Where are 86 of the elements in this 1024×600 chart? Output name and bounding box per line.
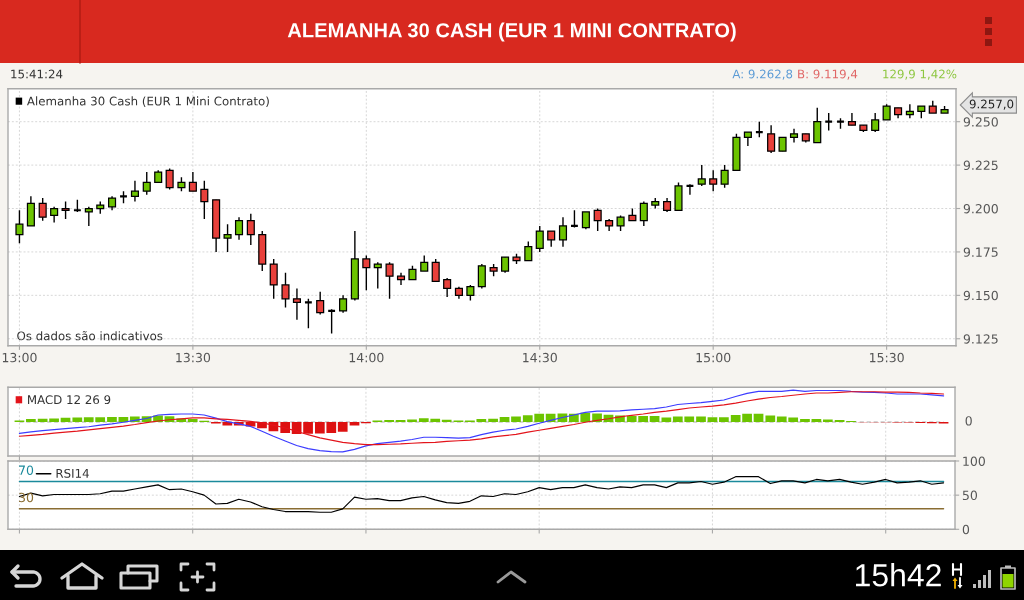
x-tick-label: 14:30 [523,352,557,363]
candlestick [593,207,602,232]
candlestick [26,195,35,227]
candlestick [200,180,209,220]
candlestick [15,209,24,244]
bar [800,419,810,422]
x-tick-label: 14:00 [349,352,384,363]
candlestick [720,164,729,189]
line-series [18,476,945,513]
bar [499,416,510,422]
candlestick [871,112,880,133]
candlestick [709,169,718,192]
bar [441,419,452,422]
bar [337,421,348,432]
bar [753,413,764,422]
text: 129,9 1,42% [883,69,957,80]
annotation: Os dados são indicativos [17,330,163,341]
legend-label: Alemanha 30 Cash (EUR 1 Mini Contrato) [26,96,269,107]
ref-line-label: 70 [19,465,34,475]
chart-title: ALEMANHA 30 CASH (EUR 1 MINI CONTRATO) [287,22,736,42]
candlestick [767,124,776,154]
candlestick [847,112,856,126]
candlestick [84,206,93,227]
candlestick [130,180,140,203]
y-tick-label: 9.150 [963,290,998,301]
candlestick [234,216,244,241]
candlestick [316,291,325,316]
y-tick-label: 9.125 [963,334,998,344]
text: A: 9.262,8 [732,69,793,80]
bar [822,419,833,422]
y-tick-label: 0 [962,524,970,535]
x-tick-label: 13:30 [176,352,211,363]
text: 15:41:24 [11,69,63,79]
candlestick [362,254,371,291]
candlestick [142,171,151,196]
y-tick-label: 50 [962,490,978,501]
candlestick [246,213,255,246]
candlestick [223,223,232,253]
bar [60,417,71,422]
candlestick [524,240,533,262]
bar [707,417,718,422]
candlestick [303,298,313,330]
candlestick [813,107,822,144]
bar [511,416,521,422]
text: B: 9.119,4 [798,69,858,80]
candlestick [373,261,382,290]
bar [107,416,117,422]
legend-label: RSI14 [56,468,89,478]
candlestick [558,216,568,248]
candlestick [281,272,290,309]
candlestick [789,127,799,144]
candlestick [292,287,302,321]
y-tick-label: 100 [963,456,985,466]
bar [649,415,660,422]
ref-line-label: 30 [19,492,34,503]
candlestick [431,258,440,283]
y-tick-label: 9.250 [963,117,998,127]
candlestick [327,308,337,335]
candlestick [165,167,174,191]
bar [303,421,313,434]
candlestick [38,197,47,222]
y-tick-label: 9.225 [963,160,998,171]
bar [765,415,776,422]
bar [72,417,83,422]
candlestick [269,258,278,300]
bar [719,417,729,422]
candlestick [443,277,452,298]
candlestick [697,164,706,187]
bar [696,416,706,422]
x-tick-label: 15:00 [696,352,731,363]
bar [407,419,417,422]
text: 15h42 [856,563,941,587]
candlestick [188,171,197,192]
candlestick [639,200,648,227]
x-tick-label: 13:00 [2,352,37,363]
candlestick [477,263,486,290]
candlestick [385,261,394,300]
candlestick [535,225,544,253]
x-tick-label: 15:30 [869,352,904,363]
legend-label: MACD 12 26 9 [28,395,111,405]
text: 9.257,0 [969,99,1014,110]
bar [811,419,822,422]
y-tick-label: 9.175 [963,247,998,257]
y-tick-label: 9.200 [963,203,998,214]
bar [26,419,36,422]
bar [488,418,498,422]
